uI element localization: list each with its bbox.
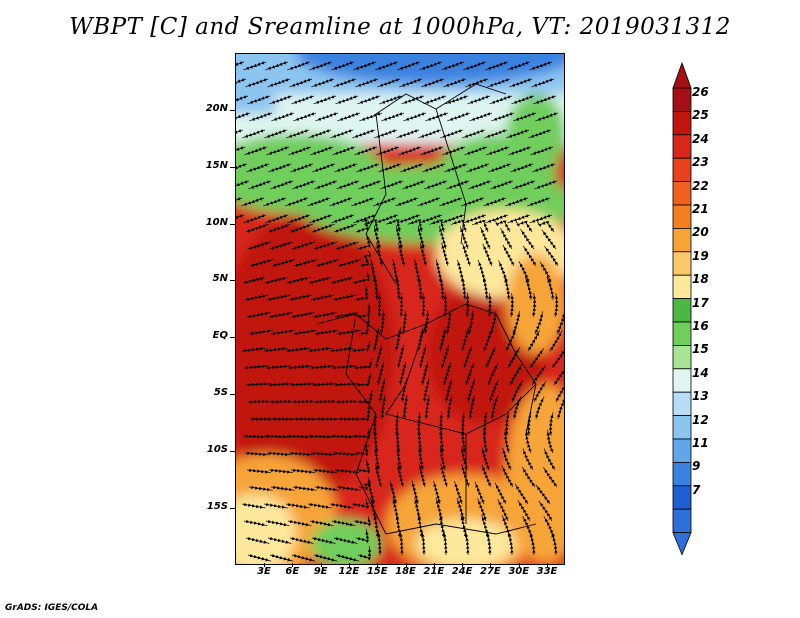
longitude-tick xyxy=(433,563,435,567)
colorbar-label: 23 xyxy=(692,155,709,170)
colorbar-segment xyxy=(672,134,692,159)
colorbar-label: 22 xyxy=(692,178,709,193)
longitude-tick xyxy=(462,563,464,567)
colorbar-label: 25 xyxy=(692,108,709,123)
colorbar-top-arrow xyxy=(672,62,692,89)
latitude-label: 15N xyxy=(205,159,228,171)
longitude-label: 15E xyxy=(366,566,388,577)
colorbar-label: 19 xyxy=(692,248,709,263)
longitude-tick xyxy=(264,563,265,567)
colorbar-segment xyxy=(672,87,692,112)
longitude-tick xyxy=(320,563,322,567)
streamlines xyxy=(236,61,564,562)
latitude-tick xyxy=(230,223,235,225)
longitude-label: 12E xyxy=(338,566,360,577)
longitude-tick xyxy=(292,563,294,567)
colorbar-segment xyxy=(672,368,692,393)
longitude-label: 3E xyxy=(257,566,271,577)
colorbar-label: 7 xyxy=(692,482,701,497)
colorbar-segment xyxy=(672,274,692,299)
colorbar-label: 9 xyxy=(692,459,701,474)
colorbar-segment xyxy=(672,298,692,323)
colorbar-bottom-arrow xyxy=(672,532,692,556)
colorbar-label: 20 xyxy=(692,225,709,240)
latitude-label: 15S xyxy=(206,500,228,512)
latitude-label: 5S xyxy=(213,387,228,398)
colorbar-segment xyxy=(672,461,692,487)
wbpt-map xyxy=(236,54,564,564)
colorbar-label: 11 xyxy=(692,436,709,450)
colorbar-label: 14 xyxy=(692,365,709,380)
colorbar-segment xyxy=(672,227,692,253)
colorbar-label: 12 xyxy=(692,412,709,427)
colorbar-label: 21 xyxy=(692,202,709,216)
colorbar-label: 15 xyxy=(692,342,709,357)
colorbar-label: 24 xyxy=(692,131,709,146)
colorbar-segment xyxy=(672,157,692,182)
chart-title: WBPT [C] and Sreamline at 1000hPa, VT: 2… xyxy=(69,14,731,40)
longitude-label: 24E xyxy=(451,566,473,577)
longitude-tick xyxy=(348,563,350,567)
longitude-label: 6E xyxy=(285,566,300,577)
longitude-tick xyxy=(405,563,407,567)
colorbar-label: 16 xyxy=(692,319,709,333)
longitude-tick xyxy=(547,563,548,567)
latitude-label: 20N xyxy=(205,103,228,114)
longitude-tick xyxy=(518,563,520,567)
latitude-label: 10N xyxy=(205,216,228,228)
colorbar-segment xyxy=(672,111,692,136)
map-panel xyxy=(235,53,565,565)
longitude-label: 30E xyxy=(508,566,530,577)
longitude-label: 9E xyxy=(313,566,328,577)
colorbar-segment xyxy=(672,344,692,370)
colorbar-segment xyxy=(672,251,692,276)
latitude-label: 10S xyxy=(206,443,228,455)
colorbar-segment xyxy=(672,438,692,463)
colorbar-label: 26 xyxy=(692,85,709,99)
longitude-label: 33E xyxy=(536,566,558,577)
longitude-tick xyxy=(490,563,492,567)
colorbar-segment xyxy=(672,415,692,440)
latitude-label: 5N xyxy=(212,273,228,285)
latitude-tick xyxy=(230,507,235,509)
colorbar-label: 17 xyxy=(692,295,709,310)
longitude-label: 27E xyxy=(480,566,501,577)
longitude-tick xyxy=(377,563,379,567)
latitude-label: EQ xyxy=(212,330,228,342)
colorbar-label: 13 xyxy=(692,389,709,404)
latitude-tick xyxy=(230,450,235,452)
colorbar-segment xyxy=(672,321,692,346)
colorbar-segment xyxy=(672,204,692,229)
colorbar xyxy=(672,62,692,556)
colorbar-segment xyxy=(672,181,692,206)
latitude-tick xyxy=(230,280,235,282)
colorbar-label: 18 xyxy=(692,272,709,287)
colorbar-segment xyxy=(672,485,692,510)
latitude-tick xyxy=(230,110,235,111)
credit-text: GrADS: IGES/COLA xyxy=(5,603,99,613)
colorbar-segment xyxy=(672,391,692,417)
colorbar-segment xyxy=(672,508,692,534)
longitude-label: 21E xyxy=(423,566,445,577)
latitude-tick xyxy=(230,394,235,395)
latitude-tick xyxy=(230,337,235,339)
latitude-tick xyxy=(230,166,235,168)
longitude-label: 18E xyxy=(395,566,416,577)
